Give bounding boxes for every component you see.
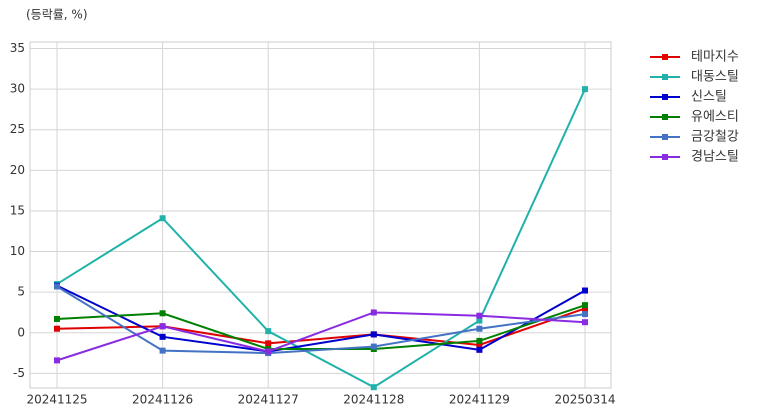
x-tick-label: 20241128: [343, 393, 404, 407]
point-marker: [582, 302, 588, 309]
point-marker: [476, 325, 483, 332]
legend-label: 대동스틸: [691, 70, 739, 85]
legend-label: 신스틸: [691, 90, 727, 105]
y-tick-label: 0: [17, 325, 25, 339]
point-marker: [54, 315, 60, 322]
series-line: [56, 311, 586, 362]
legend-label: 유에스티: [691, 110, 739, 125]
x-tick-label: 20241129: [449, 393, 510, 407]
legend-label: 경남스틸: [691, 150, 739, 165]
legend-marker: [662, 94, 668, 100]
point-marker: [159, 333, 166, 340]
point-marker: [476, 341, 483, 348]
point-marker: [265, 348, 272, 355]
y-tick-label: 15: [10, 203, 25, 217]
point-marker: [159, 347, 166, 354]
point-marker: [476, 312, 483, 319]
point-marker: [159, 310, 166, 317]
point-marker: [370, 343, 377, 350]
y-tick-label: -5: [13, 366, 25, 380]
y-axis-label: (등락률, %): [26, 8, 88, 22]
series-line: [56, 285, 586, 355]
legend-marker: [662, 74, 668, 80]
legend-label: 금강철강: [691, 130, 739, 145]
point-marker: [476, 346, 483, 353]
x-tick-label: 20241127: [238, 393, 299, 407]
point-marker: [265, 328, 272, 335]
point-marker: [159, 215, 166, 222]
point-marker: [476, 337, 483, 344]
point-marker: [370, 331, 377, 338]
x-tick-label: 20241125: [26, 393, 87, 407]
y-tick-label: 30: [10, 82, 25, 96]
point-marker: [159, 323, 166, 330]
plot-frame: [29, 41, 612, 389]
legend-label: 테마지수: [691, 50, 739, 65]
legend-marker: [662, 154, 668, 160]
y-tick-label: 35: [10, 41, 25, 55]
y-tick-label: 20: [10, 163, 25, 177]
point-marker: [370, 309, 377, 316]
point-marker: [54, 283, 60, 290]
y-tick-label: 10: [10, 244, 25, 258]
legend-marker: [662, 114, 668, 120]
point-marker: [582, 305, 588, 312]
y-tick-label: 5: [17, 285, 25, 299]
legend-marker: [662, 54, 668, 60]
x-tick-label: 20250314: [554, 393, 615, 407]
x-tick-label: 20241126: [132, 393, 193, 407]
legend-marker: [662, 134, 668, 140]
point-marker: [476, 317, 483, 324]
point-marker: [54, 357, 60, 364]
point-marker: [582, 319, 588, 326]
series-line: [56, 88, 586, 389]
point-marker: [582, 86, 588, 93]
point-marker: [582, 311, 588, 318]
y-tick-label: 25: [10, 122, 25, 136]
point-marker: [582, 287, 588, 294]
point-marker: [54, 325, 60, 332]
point-marker: [265, 340, 272, 347]
series-line: [56, 284, 586, 353]
point-marker: [370, 384, 377, 391]
